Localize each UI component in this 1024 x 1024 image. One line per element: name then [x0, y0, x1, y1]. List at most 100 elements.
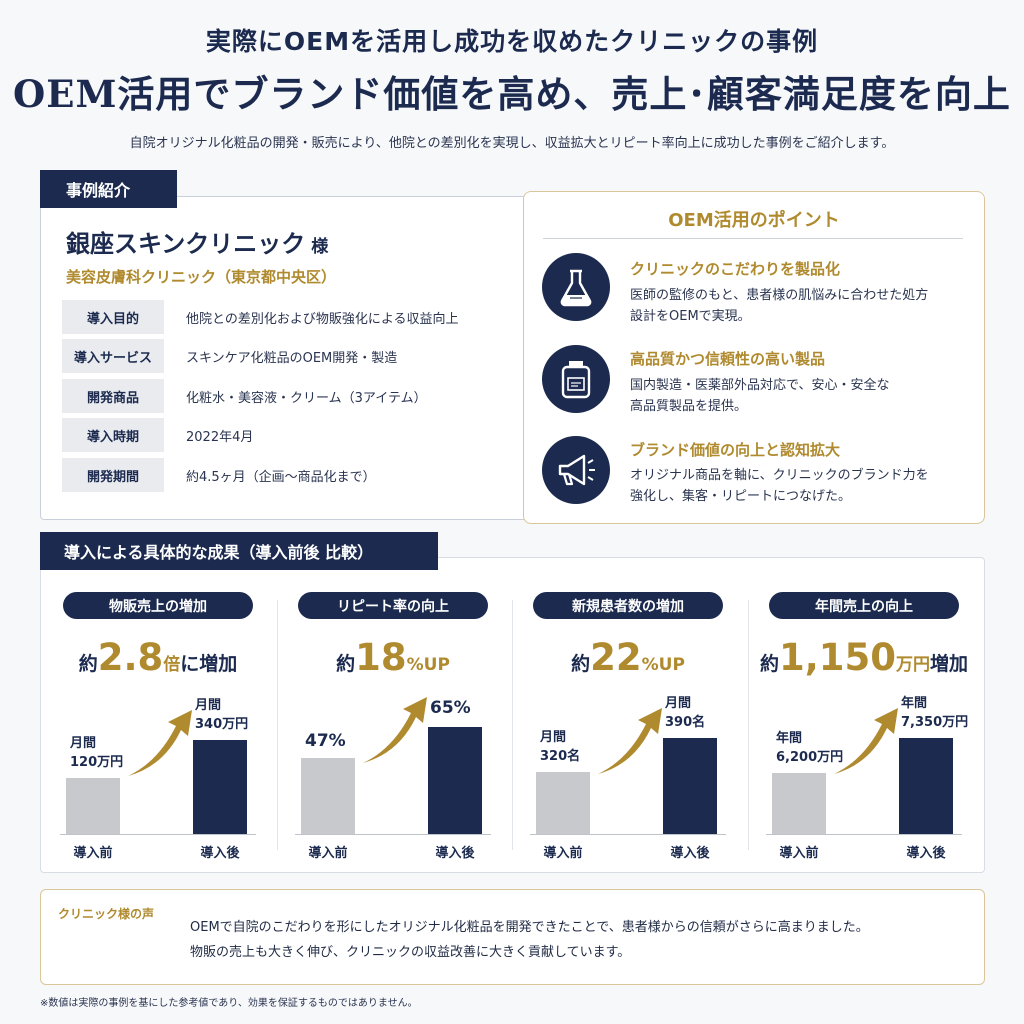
info-value: 他院との差別化および物販強化による収益向上: [186, 311, 459, 327]
info-key: 開発期間: [62, 458, 164, 492]
after-bar: [428, 727, 482, 834]
before-bar: [536, 772, 590, 834]
after-bar: [663, 738, 717, 834]
info-row: 導入サービス スキンケア化粧品のOEM開発・製造: [62, 339, 522, 373]
column-divider: [748, 600, 749, 850]
point-body-line: 強化し、集客・リピートにつなげた。: [630, 489, 852, 504]
voice-panel: [40, 889, 985, 985]
points-title: OEM活用のポイント: [668, 210, 840, 231]
value-line: 月間: [195, 698, 222, 713]
info-row: 開発期間 約4.5ヶ月（企画〜商品化まで）: [62, 458, 522, 492]
value-line: 47%: [305, 731, 346, 751]
before-value-label: 年間 6,200万円: [776, 729, 843, 767]
info-key: 導入サービス: [62, 339, 164, 373]
value-line: 月間: [665, 696, 692, 711]
page-subtitle: 実際にOEMを活用し成功を収めたクリニックの事例: [205, 27, 819, 56]
growth-arrow-icon: [128, 710, 192, 776]
headline-pre: 約: [78, 653, 98, 675]
headline-pre: 約: [571, 653, 591, 675]
after-value-label: 年間 7,350万円: [901, 694, 968, 732]
headline-pre: 約: [759, 653, 779, 675]
value-line: 120万円: [70, 755, 124, 770]
info-value: スキンケア化粧品のOEM開発・製造: [186, 350, 398, 366]
clinic-name: 銀座スキンクリニック様: [66, 224, 328, 259]
page-description: 自院オリジナル化粧品の開発・販売により、他院との差別化を実現し、収益拡大とリピー…: [129, 136, 895, 151]
page-title: OEM活用でブランド価値を高め、売上･顧客満足度を向上: [13, 72, 1011, 116]
before-value-label: 月間 320名: [540, 728, 580, 766]
clinic-name-suffix: 様: [311, 237, 329, 257]
headline-unit: %UP: [406, 655, 450, 675]
value-line: 340万円: [195, 717, 249, 732]
chart-baseline: [530, 834, 726, 835]
clinic-name-text: 銀座スキンクリニック: [66, 230, 306, 258]
point-body-line: 設計をOEMで実現。: [630, 309, 751, 324]
after-value-label: 月間 390名: [665, 694, 705, 732]
info-key: 導入時期: [62, 418, 164, 452]
voice-line: OEMで自院のこだわりを形にしたオリジナル化粧品を開発できたことで、患者様からの…: [190, 920, 869, 935]
after-axis-label: 導入後: [435, 846, 475, 861]
before-value-label: 47%: [305, 732, 346, 751]
point-body-line: 国内製造・医薬部外品対応で、安心・安全な: [630, 378, 890, 393]
result-pill: 年間売上の向上: [769, 592, 959, 619]
before-axis-label: 導入前: [308, 846, 348, 861]
clinic-type: 美容皮膚科クリニック（東京都中央区）: [66, 268, 337, 286]
before-axis-label: 導入前: [73, 846, 113, 861]
result-headline: 約18%UP: [275, 636, 511, 679]
growth-arrow-icon: [598, 708, 662, 774]
footnote: ※数値は実際の事例を基にした参考値であり、効果を保証するものではありません。: [40, 998, 418, 1009]
info-row: 導入目的 他院との差別化および物販強化による収益向上: [62, 300, 522, 334]
results-tag: 導入による具体的な成果（導入前後 比較）: [40, 532, 438, 570]
before-axis-label: 導入前: [543, 846, 583, 861]
point-body-line: 高品質製品を提供。: [630, 399, 748, 414]
voice-label: クリニック様の声: [58, 907, 155, 921]
result-headline: 約2.8倍に増加: [40, 636, 276, 679]
headline-big: 2.8: [97, 636, 164, 679]
value-line: 320名: [540, 749, 581, 764]
after-bar: [899, 738, 953, 834]
before-bar: [301, 758, 355, 834]
headline-pre: 約: [336, 653, 356, 675]
info-key: 開発商品: [62, 379, 164, 413]
chart-baseline: [60, 834, 256, 835]
headline-unit: %UP: [641, 655, 685, 675]
result-pill: リピート率の向上: [298, 592, 488, 619]
point-heading: ブランド価値の向上と認知拡大: [630, 441, 841, 459]
column-divider: [277, 600, 278, 850]
after-axis-label: 導入後: [670, 846, 710, 861]
value-line: 年間: [901, 696, 928, 711]
result-headline: 約1,150万円増加: [746, 636, 982, 679]
value-line: 390名: [665, 715, 706, 730]
headline-unit: 倍: [163, 655, 181, 675]
value-line: 月間: [540, 730, 567, 745]
result-pill: 物販売上の増加: [63, 592, 253, 619]
after-value-label: 月間 340万円: [195, 696, 248, 734]
info-row: 導入時期 2022年4月: [62, 418, 522, 452]
voice-text: OEMで自院のこだわりを形にしたオリジナル化粧品を開発できたことで、患者様からの…: [190, 915, 960, 965]
column-divider: [512, 600, 513, 850]
info-key: 導入目的: [62, 300, 164, 334]
point-body-line: 医師の監修のもと、患者様の肌悩みに合わせた処方: [630, 288, 929, 303]
value-line: 月間: [70, 736, 97, 751]
before-axis-label: 導入前: [779, 846, 819, 861]
case-tag: 事例紹介: [40, 170, 177, 208]
headline-big: 22: [590, 636, 642, 679]
voice-line: 物販の売上も大きく伸び、クリニックの収益改善に大きく貢献しています。: [190, 945, 631, 960]
value-line: 7,350万円: [901, 715, 969, 730]
after-value-label: 65%: [430, 699, 471, 718]
point-heading: 高品質かつ信頼性の高い製品: [630, 350, 826, 368]
before-value-label: 月間 120万円: [70, 734, 123, 772]
value-line: 65%: [430, 698, 471, 718]
headline-post: 増加: [930, 653, 969, 675]
after-bar: [193, 740, 247, 834]
info-value: 2022年4月: [186, 429, 254, 445]
after-axis-label: 導入後: [906, 846, 946, 861]
megaphone-icon: [542, 436, 610, 504]
chart-baseline: [766, 834, 962, 835]
point-heading: クリニックのこだわりを製品化: [630, 260, 841, 278]
point-body: オリジナル商品を軸に、クリニックのブランド力を 強化し、集客・リピートにつなげた。: [630, 465, 970, 507]
point-body-line: オリジナル商品を軸に、クリニックのブランド力を: [630, 468, 929, 483]
point-body: 医師の監修のもと、患者様の肌悩みに合わせた処方 設計をOEMで実現。: [630, 285, 970, 327]
info-value: 約4.5ヶ月（企画〜商品化まで）: [186, 469, 376, 485]
headline-big: 1,150: [778, 636, 897, 679]
growth-arrow-icon: [363, 697, 427, 763]
